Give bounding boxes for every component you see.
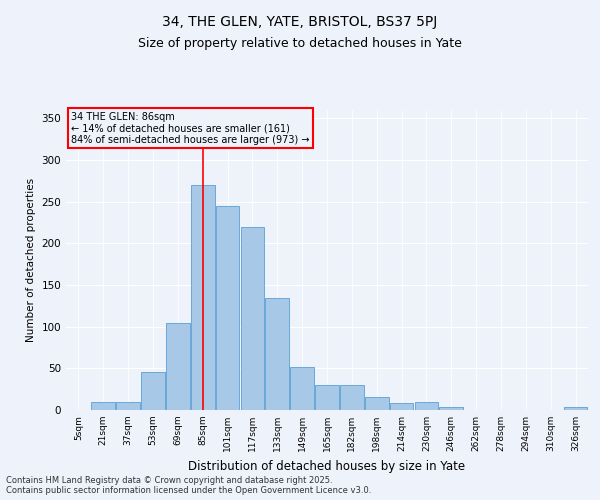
Bar	[91, 402, 115, 410]
Bar	[265, 298, 289, 410]
Bar	[116, 402, 140, 410]
Bar	[166, 322, 190, 410]
Bar	[315, 385, 339, 410]
Bar	[390, 404, 413, 410]
Bar	[439, 406, 463, 410]
Bar	[415, 402, 438, 410]
Text: 34, THE GLEN, YATE, BRISTOL, BS37 5PJ: 34, THE GLEN, YATE, BRISTOL, BS37 5PJ	[163, 15, 437, 29]
Bar	[191, 185, 215, 410]
Bar	[141, 372, 165, 410]
Bar	[564, 406, 587, 410]
Text: Contains HM Land Registry data © Crown copyright and database right 2025.
Contai: Contains HM Land Registry data © Crown c…	[6, 476, 371, 495]
Text: 34 THE GLEN: 86sqm
← 14% of detached houses are smaller (161)
84% of semi-detach: 34 THE GLEN: 86sqm ← 14% of detached hou…	[71, 112, 310, 144]
Bar	[365, 396, 389, 410]
Text: Size of property relative to detached houses in Yate: Size of property relative to detached ho…	[138, 38, 462, 51]
Bar	[241, 226, 264, 410]
X-axis label: Distribution of detached houses by size in Yate: Distribution of detached houses by size …	[188, 460, 466, 472]
Y-axis label: Number of detached properties: Number of detached properties	[26, 178, 36, 342]
Bar	[216, 206, 239, 410]
Bar	[340, 385, 364, 410]
Bar	[290, 366, 314, 410]
